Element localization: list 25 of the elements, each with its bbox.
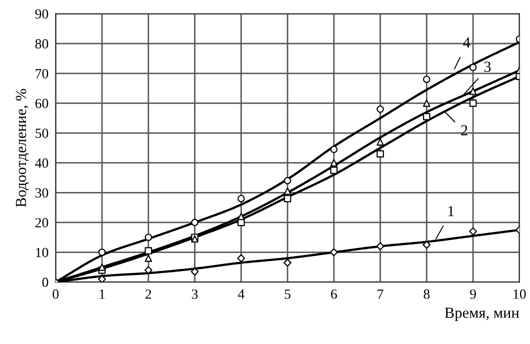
x-tick-label: 3 bbox=[192, 289, 198, 299]
y-tick-label: 60 bbox=[35, 98, 48, 108]
x-tick-label: 9 bbox=[470, 289, 476, 299]
x-tick-label: 0 bbox=[52, 289, 59, 299]
x-tick-label: 2 bbox=[146, 289, 152, 299]
x-tick-label: 5 bbox=[284, 290, 290, 299]
x-tick-label: 6 bbox=[331, 289, 337, 299]
x-tick-label: 10 bbox=[514, 289, 526, 299]
annotation: 1 bbox=[448, 206, 454, 216]
y-tick-label: 30 bbox=[35, 188, 48, 198]
x-tick-label: 1 bbox=[100, 289, 105, 299]
x-tick-label: 4 bbox=[238, 290, 244, 299]
y-axis-title: Водоотделение, % bbox=[16, 88, 29, 208]
annotation: 3 bbox=[484, 62, 491, 72]
y-tick-label: 70 bbox=[36, 68, 48, 78]
y-tick-label: 20 bbox=[35, 218, 48, 228]
y-tick-label: 40 bbox=[35, 158, 48, 168]
y-tick-label: 90 bbox=[35, 9, 48, 19]
x-tick-label: 8 bbox=[424, 289, 430, 299]
y-tick-label: 10 bbox=[36, 248, 48, 258]
y-tick-label: 0 bbox=[42, 278, 48, 288]
x-axis-title: Время, мин bbox=[444, 308, 520, 322]
y-tick-label: 50 bbox=[36, 128, 48, 138]
x-tick-label: 7 bbox=[378, 290, 384, 299]
y-tick-label: 80 bbox=[35, 39, 48, 49]
